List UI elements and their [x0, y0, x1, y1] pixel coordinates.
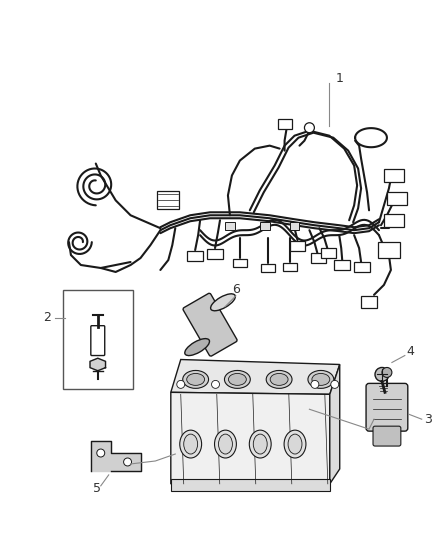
Ellipse shape	[288, 434, 302, 454]
Bar	[290, 222, 300, 230]
Text: 4: 4	[407, 345, 415, 358]
Bar	[384, 214, 404, 227]
Bar	[283, 263, 297, 271]
Bar	[225, 222, 235, 230]
Circle shape	[375, 367, 389, 382]
Bar	[187, 251, 203, 261]
Ellipse shape	[284, 430, 306, 458]
Bar	[311, 253, 326, 263]
Ellipse shape	[308, 370, 334, 389]
Bar	[171, 479, 330, 491]
Bar	[63, 290, 133, 389]
Text: 3: 3	[424, 413, 431, 426]
Text: 2: 2	[43, 311, 51, 324]
Ellipse shape	[219, 434, 233, 454]
Ellipse shape	[187, 374, 205, 385]
Ellipse shape	[211, 294, 235, 311]
Bar	[361, 296, 377, 308]
Circle shape	[124, 458, 131, 466]
Bar	[233, 259, 247, 268]
Ellipse shape	[229, 374, 246, 385]
Circle shape	[212, 381, 219, 389]
Circle shape	[382, 367, 392, 377]
Ellipse shape	[249, 430, 271, 458]
Bar	[157, 191, 179, 209]
Ellipse shape	[215, 430, 237, 458]
Circle shape	[97, 449, 105, 457]
Bar	[378, 242, 400, 258]
Text: 1: 1	[335, 72, 343, 85]
FancyBboxPatch shape	[183, 293, 237, 356]
Polygon shape	[171, 360, 340, 394]
Polygon shape	[171, 392, 330, 484]
Bar	[354, 262, 370, 272]
Ellipse shape	[270, 374, 288, 385]
Bar	[334, 260, 350, 270]
Bar	[387, 192, 407, 205]
Circle shape	[311, 381, 319, 389]
Text: 6: 6	[232, 284, 240, 296]
Ellipse shape	[312, 374, 330, 385]
Ellipse shape	[224, 370, 250, 389]
Circle shape	[304, 123, 314, 133]
Bar	[261, 263, 275, 272]
Polygon shape	[91, 441, 141, 471]
Bar	[207, 249, 223, 259]
Ellipse shape	[180, 430, 201, 458]
Ellipse shape	[185, 338, 209, 356]
Bar	[260, 222, 270, 230]
Circle shape	[177, 381, 185, 389]
Ellipse shape	[184, 434, 198, 454]
Bar	[384, 169, 404, 182]
Polygon shape	[90, 358, 106, 371]
Ellipse shape	[253, 434, 267, 454]
Ellipse shape	[183, 370, 208, 389]
Polygon shape	[330, 365, 340, 484]
Bar	[278, 119, 292, 129]
FancyBboxPatch shape	[366, 383, 408, 431]
Circle shape	[331, 381, 339, 389]
FancyBboxPatch shape	[91, 326, 105, 356]
Ellipse shape	[266, 370, 292, 389]
FancyBboxPatch shape	[373, 426, 401, 446]
Bar	[290, 241, 305, 251]
Bar	[321, 248, 336, 258]
Text: 5: 5	[93, 482, 101, 495]
